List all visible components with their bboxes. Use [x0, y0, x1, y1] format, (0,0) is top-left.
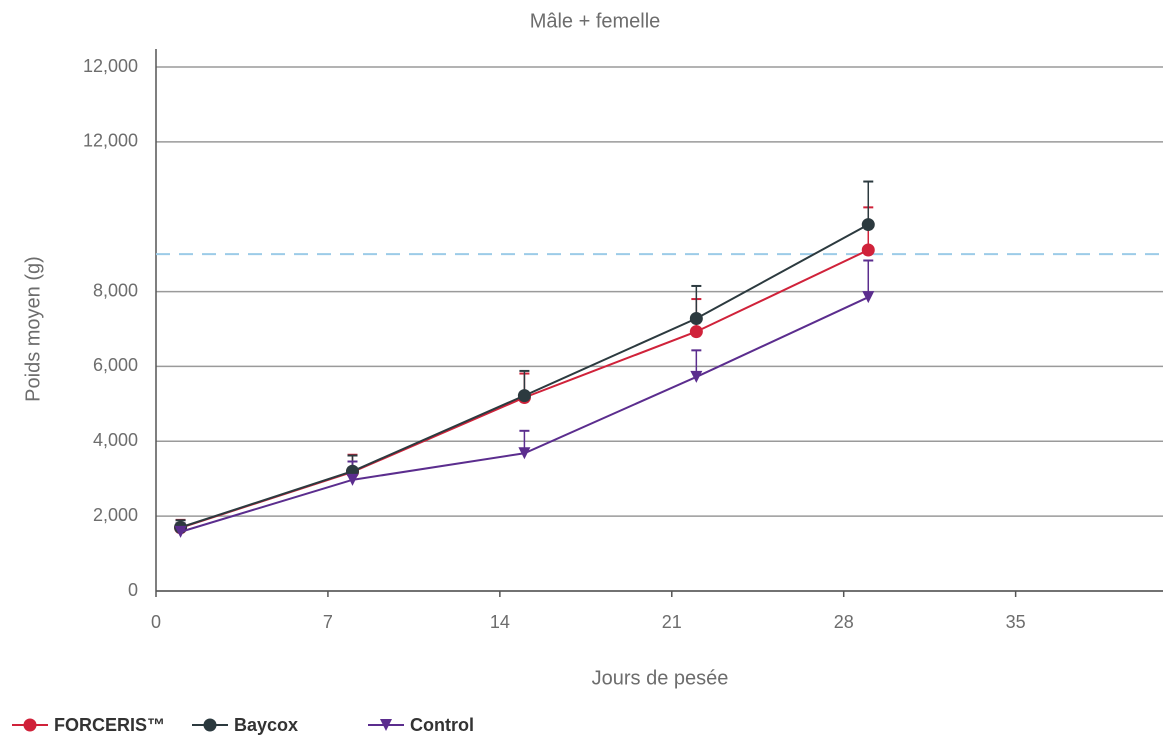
marker: [861, 218, 875, 232]
marker: [690, 370, 703, 383]
y-tick-label: 12,000: [83, 131, 138, 151]
legend-label: FORCERIS™: [54, 715, 165, 735]
x-tick-label: 21: [662, 612, 682, 632]
marker: [346, 473, 359, 486]
marker: [689, 325, 703, 339]
y-tick-label: 4,000: [93, 430, 138, 450]
x-tick-label: 35: [1006, 612, 1026, 632]
y-tick-label: 6,000: [93, 355, 138, 375]
y-tick-label: 12,000: [83, 56, 138, 76]
x-tick-label: 0: [151, 612, 161, 632]
marker: [517, 389, 531, 403]
series-line: [180, 296, 869, 533]
marker: [174, 525, 187, 538]
marker: [518, 447, 531, 460]
marker: [862, 291, 875, 304]
x-axis-label: Jours de pesée: [592, 667, 729, 689]
x-tick-label: 14: [490, 612, 510, 632]
legend-label: Control: [410, 715, 474, 735]
y-axis-label: Poids moyen (g): [22, 256, 44, 402]
x-tick-label: 7: [323, 612, 333, 632]
marker: [689, 312, 703, 326]
chart-title: Mâle + femelle: [530, 10, 661, 32]
legend-marker: [23, 718, 37, 732]
y-tick-label: 8,000: [93, 280, 138, 300]
legend-marker: [380, 719, 392, 731]
legend-label: Baycox: [234, 715, 298, 735]
y-tick-label: 2,000: [93, 505, 138, 525]
marker: [861, 243, 875, 257]
x-tick-label: 28: [834, 612, 854, 632]
y-tick-label: 0: [128, 580, 138, 600]
legend-marker: [203, 718, 217, 732]
